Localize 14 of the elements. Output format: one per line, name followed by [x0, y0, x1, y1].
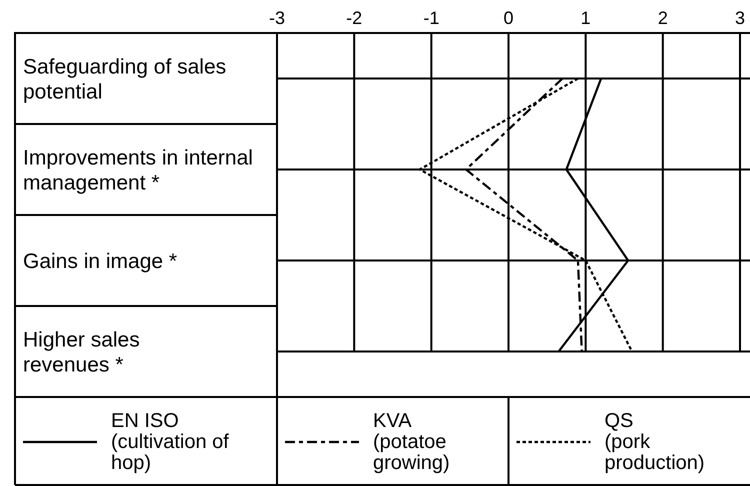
legend-label: QS (pork production)	[604, 410, 705, 474]
x-tick-label: -1	[423, 8, 440, 28]
y-tick-label: Improvements in internal management *	[23, 146, 253, 194]
y-tick-label: Safeguarding of sales potential	[23, 55, 226, 104]
legend-label: EN ISO (cultivation of hop)	[111, 410, 230, 474]
x-tick-label: -3	[268, 8, 286, 28]
x-tick-label: 3	[734, 8, 746, 28]
x-tick-label: 1	[580, 8, 591, 28]
legend-label: KVA (potatoe growing)	[373, 410, 450, 474]
y-tick-label: Higher sales revenues *	[23, 328, 140, 376]
x-tick-label: 0	[503, 8, 514, 28]
x-tick-label: 2	[658, 8, 668, 28]
y-tick-label: Gains in image *	[23, 250, 178, 273]
x-tick-label: -2	[346, 8, 362, 28]
